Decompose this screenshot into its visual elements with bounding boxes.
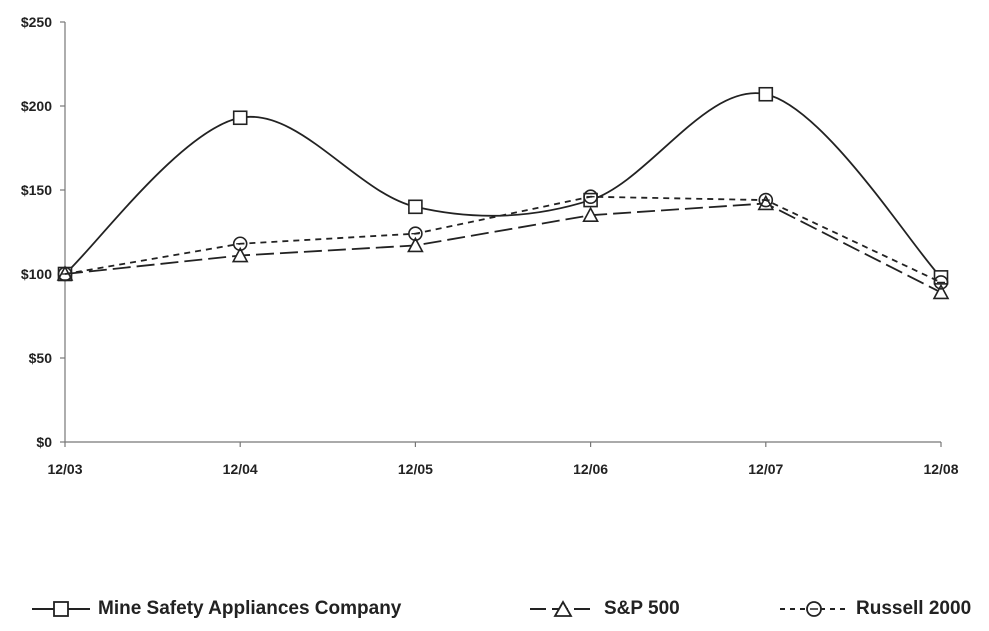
data-point-russell-2000 [933, 275, 949, 290]
x-tick-label: 12/05 [398, 461, 433, 477]
series-line-s-p-500 [64, 202, 942, 294]
data-point-mine-safety-appliances-company [758, 86, 774, 102]
legend-item-mine-safety: Mine Safety Appliances Company [30, 598, 401, 620]
line-chart: $0 $50 $100 $150 $200 $250 12/03 12/04 12/05 12/0… [21, 14, 959, 477]
y-tick-label: $0 [36, 434, 52, 450]
x-tick-label: 12/03 [47, 461, 82, 477]
y-tick-label: $100 [21, 266, 52, 282]
series-line-mine-safety-appliances-company [64, 92, 942, 278]
chart-legend: Mine Safety Appliances Company S&P 500 R… [0, 598, 989, 631]
data-point-s-p-500 [932, 283, 950, 300]
x-tick-label: 12/07 [748, 461, 783, 477]
x-tick-label: 12/08 [923, 461, 958, 477]
x-tick-label: 12/04 [223, 461, 258, 477]
y-tick-label: $150 [21, 182, 52, 198]
y-tick-label: $50 [29, 350, 53, 366]
data-point-russell-2000 [758, 192, 774, 208]
legend-label-russell: Russell 2000 [856, 598, 972, 619]
legend-swatch-circle-shortdash [780, 601, 848, 617]
data-point-russell-2000 [232, 236, 248, 252]
legend-label-mine-safety: Mine Safety Appliances Company [98, 598, 402, 619]
y-tick-label: $250 [21, 14, 52, 30]
data-point-russell-2000 [57, 266, 73, 282]
legend-item-sp500: S&P 500 [528, 598, 680, 620]
x-tick-label: 12/06 [573, 461, 608, 477]
data-point-russell-2000 [583, 189, 598, 205]
data-point-s-p-500 [231, 246, 249, 263]
data-point-s-p-500 [582, 206, 599, 222]
data-point-russell-2000 [408, 226, 423, 241]
data-point-mine-safety-appliances-company [232, 110, 248, 126]
data-point-s-p-500 [407, 236, 424, 253]
series-line-russell-2000 [64, 195, 942, 284]
y-tick-label: $200 [21, 98, 52, 114]
legend-swatch-triangle-dash [530, 600, 596, 617]
data-point-mine-safety-appliances-company [408, 199, 423, 215]
legend-label-sp500: S&P 500 [604, 598, 680, 619]
legend-swatch-square-solid [32, 601, 90, 617]
legend-item-russell: Russell 2000 [778, 598, 971, 620]
